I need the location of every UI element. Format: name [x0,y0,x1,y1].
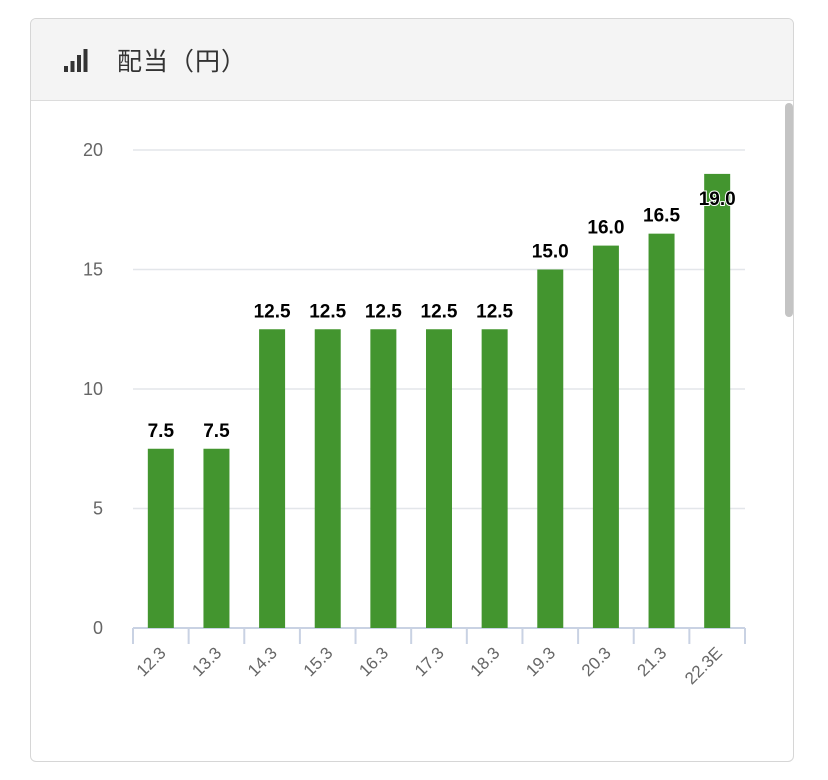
panel-header: 配当（円） [31,19,793,101]
bar [592,245,619,628]
data-label: 12.5 [421,301,458,322]
data-label: 19.0 [699,189,736,210]
bar [481,329,508,628]
bar [426,329,452,628]
y-tick-label: 0 [93,618,103,638]
x-tick-label: 21.3 [634,643,671,680]
bar [203,448,230,628]
x-tick-label: 18.3 [467,643,504,680]
x-tick-label: 22.3E [681,643,726,688]
panel-title: 配当（円） [117,46,248,76]
x-tick-label: 16.3 [355,643,392,680]
bar [648,233,675,628]
y-tick-label: 15 [83,260,103,280]
x-tick-label: 20.3 [578,643,615,680]
scrollbar[interactable] [785,103,793,317]
x-tick-label: 12.3 [133,643,170,680]
x-tick-label: 15.3 [300,643,337,680]
bar [537,269,564,628]
data-label: 12.5 [254,301,291,322]
x-tick-label: 17.3 [411,643,448,680]
data-label: 7.5 [203,421,230,442]
x-tick-label: 14.3 [244,643,281,680]
x-tick-label: 13.3 [188,643,225,680]
y-tick-label: 20 [83,140,103,160]
bar [259,329,286,628]
data-label: 16.0 [587,218,624,239]
bar-signal-icon [64,48,88,72]
bar [314,329,341,628]
bar [704,173,731,628]
data-label: 7.5 [148,421,175,442]
data-label: 16.5 [643,206,680,227]
bar [147,448,174,628]
data-label: 12.5 [309,301,346,322]
y-tick-label: 5 [93,499,103,519]
x-tick-label: 19.3 [522,643,559,680]
data-label: 12.5 [365,301,402,322]
bar [370,329,397,628]
data-label: 12.5 [476,301,513,322]
data-label: 15.0 [532,242,569,263]
y-tick-label: 10 [83,379,103,399]
